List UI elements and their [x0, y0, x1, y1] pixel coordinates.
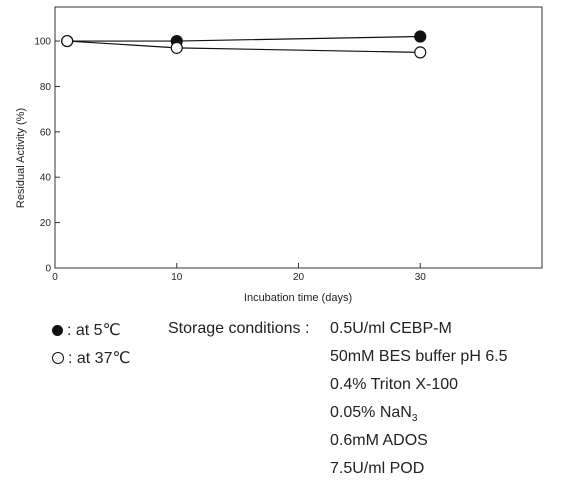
condition-item: 0.4% Triton X-100 — [330, 376, 459, 393]
y-tick-label: 60 — [40, 127, 52, 138]
x-tick-label: 10 — [171, 272, 183, 283]
y-tick-label: 0 — [45, 264, 51, 275]
legend-item-5c: : at 5℃ — [52, 320, 121, 340]
open-data-point — [61, 34, 74, 48]
legend-item-37c: : at 37℃ — [52, 348, 130, 368]
condition-subscript: 3 — [411, 413, 418, 425]
legend-label-5c: : at 5℃ — [67, 322, 121, 339]
condition-item: 0.6mM ADOS — [330, 432, 428, 449]
condition-item: 7.5U/ml POD — [330, 460, 425, 477]
open-circle-icon — [52, 352, 64, 364]
y-tick-label: 40 — [40, 173, 52, 184]
y-tick-label: 20 — [40, 218, 52, 229]
filled-circle-icon — [52, 325, 63, 336]
y-tick-label: 80 — [40, 82, 52, 93]
x-tick-label: 0 — [52, 272, 58, 283]
storage-conditions-label: Storage conditions : — [168, 320, 310, 337]
condition-item: 0.5U/ml CEBP-M — [330, 320, 452, 337]
condition-item: 0.05% NaN3 — [330, 404, 417, 424]
open-data-point — [414, 46, 427, 59]
line-chart: 0 10 20 30 0 20 40 60 80 100 Incubation time (day… — [15, 6, 543, 304]
chart-axes — [54, 6, 543, 269]
series-line-0 — [67, 35, 421, 42]
y-tick-label: 100 — [34, 37, 51, 48]
legend-label-37c: : at 37℃ — [68, 350, 131, 367]
x-tick-label: 30 — [415, 272, 427, 283]
x-axis-label: Incubation time (days) — [244, 292, 352, 304]
chart-points — [61, 30, 427, 59]
plot-frame — [54, 6, 543, 269]
y-axis-label: Residual Activity (%) — [15, 108, 27, 208]
chart-ticks: 0 10 20 30 0 20 40 60 80 100 — [34, 37, 426, 283]
series-line-1 — [67, 40, 421, 53]
chart-lines — [67, 35, 421, 53]
condition-item: 50mM BES buffer pH 6.5 — [330, 348, 508, 365]
condition-item-text: 0.05% NaN — [330, 404, 412, 421]
x-tick-label: 20 — [293, 272, 305, 283]
open-data-point — [170, 41, 183, 54]
filled-data-point — [414, 30, 427, 43]
